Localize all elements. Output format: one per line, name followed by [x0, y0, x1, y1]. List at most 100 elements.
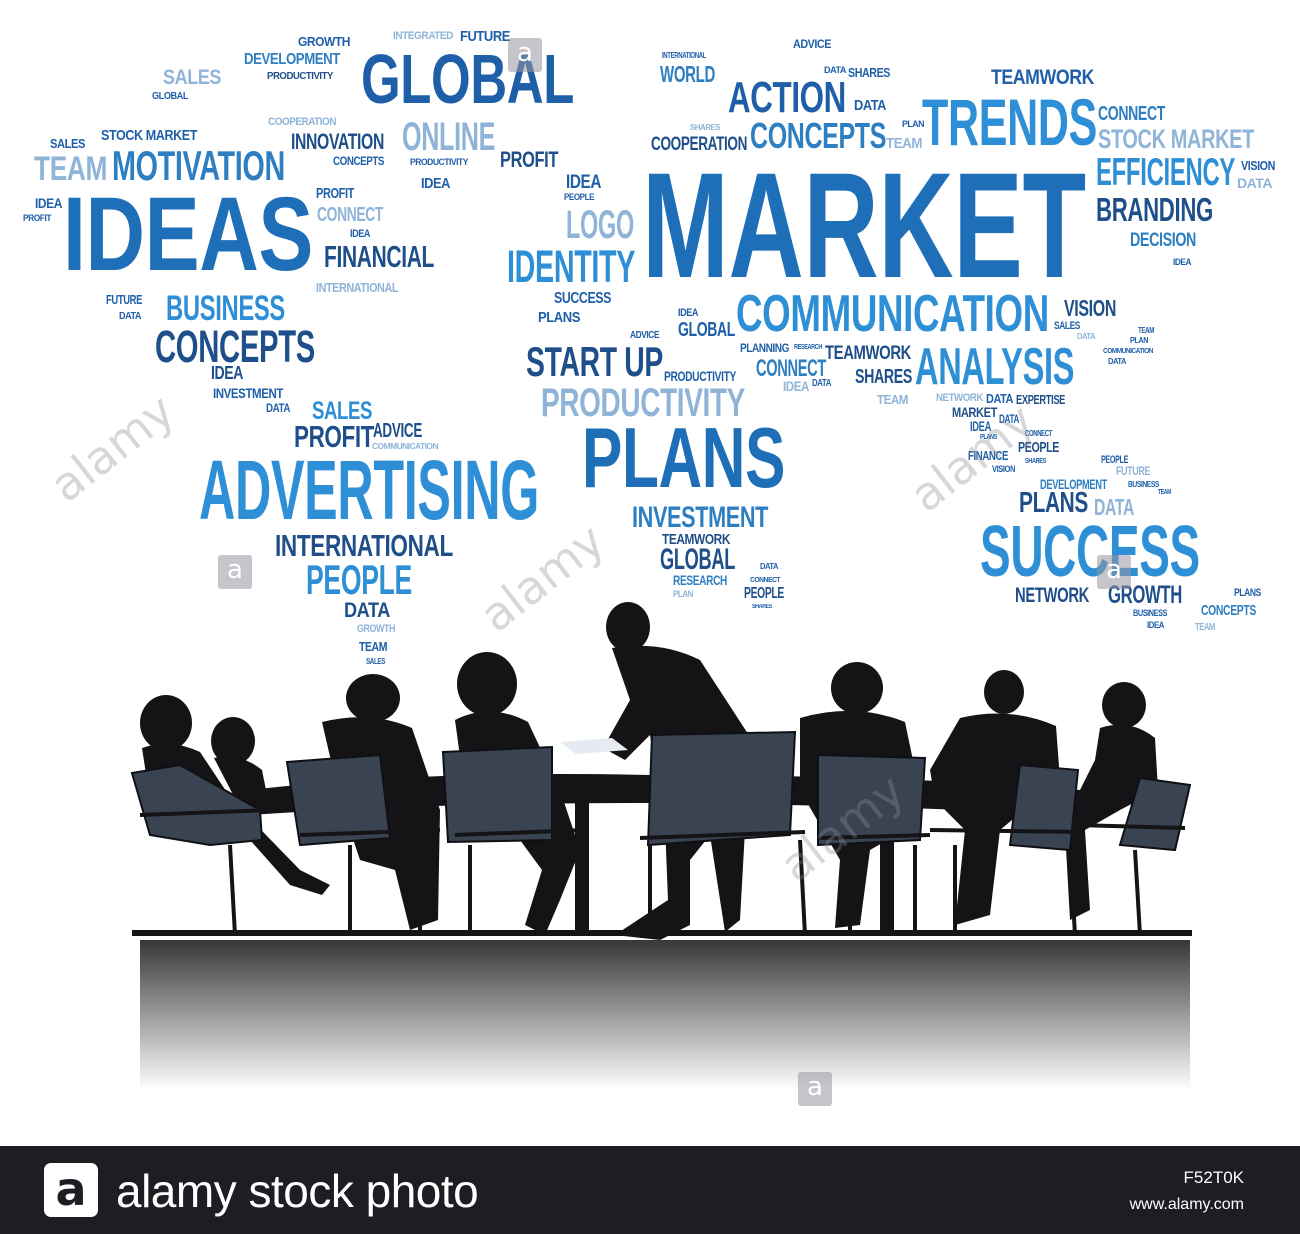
cloud-word: DATA [986, 391, 1014, 406]
cloud-word: TEAM [359, 639, 388, 654]
cloud-word: IDEA [566, 172, 601, 193]
cloud-word: FINANCIAL [324, 239, 435, 274]
cloud-word: IDENTITY [507, 241, 636, 292]
cloud-word: MARKET [952, 404, 998, 420]
cloud-word: ACTION [728, 73, 846, 122]
office-chairs [130, 730, 1192, 852]
cloud-word: DECISION [1130, 230, 1196, 251]
cloud-word: PROFIT [23, 213, 51, 223]
cloud-word: VISION [1241, 158, 1276, 173]
cloud-word: PLAN [902, 119, 925, 129]
cloud-word: INVESTMENT [632, 501, 768, 534]
cloud-word: PEOPLE [744, 585, 784, 602]
cloud-word: BUSINESS [1133, 608, 1167, 618]
cloud-word: FINANCE [968, 448, 1009, 463]
cloud-word: PLANS [582, 411, 786, 506]
cloud-word: PRODUCTIVITY [664, 368, 737, 384]
cloud-word: PEOPLE [1101, 454, 1129, 466]
cloud-word: FUTURE [460, 28, 511, 45]
cloud-word: START UP [526, 338, 663, 385]
cloud-word: LOGO [566, 203, 634, 247]
cloud-word: COMMUNICATION [1103, 348, 1153, 355]
cloud-word: CONNECT [1025, 429, 1053, 438]
cloud-word: TRENDS [922, 85, 1097, 159]
watermark-logo-icon: a [798, 1072, 832, 1106]
cloud-word: SALES [50, 136, 86, 151]
cloud-word: GLOBAL [152, 91, 189, 102]
cloud-word: MOTIVATION [112, 142, 285, 189]
cloud-word: SHARES [690, 123, 721, 132]
brand-name: alamy stock photo [116, 1165, 479, 1217]
cloud-word: PRODUCTIVITY [541, 381, 745, 425]
cloud-word: COOPERATION [651, 134, 748, 155]
cloud-word: SALES [163, 66, 221, 89]
cloud-word: DATA [119, 311, 141, 322]
cloud-word: CONNECT [756, 355, 827, 382]
cloud-word: ADVERTISING [199, 443, 540, 537]
cloud-word: SALES [366, 657, 385, 666]
cloud-word: STOCK MARKET [1098, 124, 1254, 154]
cloud-word: CONCEPTS [333, 154, 385, 168]
cloud-word: IDEAS [63, 176, 313, 293]
cloud-word: IDEA [35, 195, 62, 211]
cloud-word: ADVICE [630, 330, 659, 341]
cloud-word: INTEGRATED [393, 30, 453, 42]
cloud-word: INTERNATIONAL [275, 528, 453, 563]
cloud-word: STOCK MARKET [101, 127, 198, 144]
cloud-word: PLAN [1130, 336, 1149, 345]
cloud-word: PLANS [538, 309, 581, 326]
cloud-word: SALES [312, 397, 372, 425]
cloud-word: IDEA [970, 418, 992, 434]
cloud-word: COMMUNICATION [736, 285, 1049, 343]
cloud-word: PRODUCTIVITY [267, 71, 333, 82]
cloud-word: GLOBAL [678, 319, 736, 341]
cloud-word: PEOPLE [1018, 439, 1060, 456]
cloud-word: RESEARCH [673, 572, 727, 588]
cloud-word: PLANS [1019, 487, 1088, 519]
cloud-word: IDEA [211, 363, 243, 383]
cloud-word: BUSINESS [1128, 480, 1160, 489]
cloud-word: IDEA [1173, 257, 1191, 267]
business-meeting-silhouette [130, 602, 1192, 1090]
cloud-word: PEOPLE [306, 556, 412, 603]
watermark-logo-icon: a [218, 555, 252, 589]
cloud-word: RESEARCH [794, 344, 822, 351]
cloud-word: SUCCESS [980, 512, 1200, 592]
floor-reflection [140, 940, 1190, 1090]
cloud-word: DATA [1237, 175, 1272, 191]
cloud-word: PROFIT [500, 147, 559, 172]
cloud-word: PRODUCTIVITY [410, 157, 469, 167]
cloud-word: VISION [992, 464, 1016, 474]
cloud-word: SUCCESS [554, 290, 612, 307]
cloud-word: TEAMWORK [991, 66, 1094, 89]
cloud-word: DEVELOPMENT [244, 51, 340, 68]
floor-line [132, 930, 1192, 936]
cloud-word: INNOVATION [291, 129, 384, 154]
watermark-logo-icon: a [1097, 555, 1131, 589]
person-silhouette [1065, 682, 1158, 920]
cloud-word: DATA [812, 378, 832, 389]
cloud-word: CONCEPTS [1201, 602, 1256, 619]
cloud-word: COOPERATION [268, 116, 337, 128]
watermark-logo-icon: a [508, 38, 542, 72]
cloud-word: ADVICE [373, 420, 422, 442]
cloud-word: IDEA [421, 175, 451, 192]
cloud-word: VISION [1064, 295, 1117, 321]
cloud-word: IDEA [350, 228, 371, 240]
cloud-word: NETWORK [1015, 584, 1090, 607]
cloud-word: PLAN [673, 589, 694, 599]
cloud-word: SHARES [1025, 458, 1047, 465]
cloud-word: DATA [854, 97, 887, 114]
cloud-word: TEAM [1138, 326, 1154, 335]
cloud-word: PLANS [1234, 587, 1261, 599]
cloud-word: DEVELOPMENT [1040, 476, 1108, 492]
logo-letter: a [55, 1162, 87, 1216]
cloud-word: PEOPLE [564, 192, 594, 202]
cloud-word: BRANDING [1096, 191, 1213, 228]
cloud-word: TEAM [1158, 489, 1172, 496]
cloud-word: TEAM [886, 135, 923, 152]
cloud-word: EXPERTISE [1016, 392, 1066, 407]
stock-footer-bar: a alamy stock photo F52T0K www.alamy.com [0, 1146, 1300, 1234]
cloud-word: COMMUNICATION [372, 442, 439, 451]
cloud-word: IDEA [1147, 620, 1164, 630]
